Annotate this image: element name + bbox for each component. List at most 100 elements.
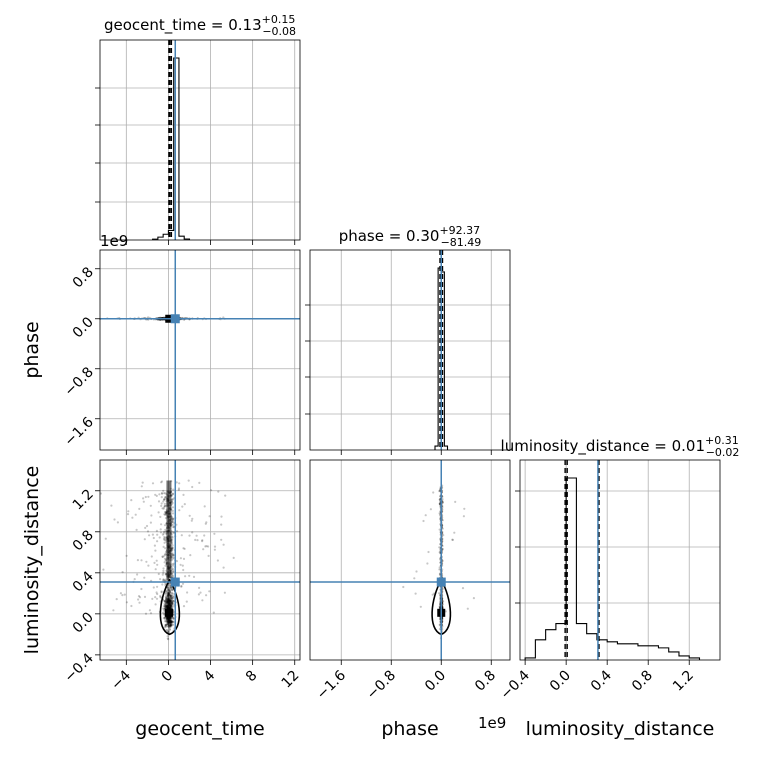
sample-point xyxy=(110,504,113,507)
sample-point xyxy=(168,605,172,608)
sample-point xyxy=(441,606,444,609)
sample-point xyxy=(162,611,165,614)
sample-point xyxy=(438,498,441,501)
sample-point xyxy=(167,604,170,607)
sample-point xyxy=(168,616,171,619)
sample-point xyxy=(171,574,174,577)
sample-point xyxy=(188,574,191,577)
sample-point xyxy=(451,538,454,541)
sample-point xyxy=(167,601,170,604)
sample-point xyxy=(429,508,432,511)
sample-point xyxy=(163,602,166,605)
sample-point xyxy=(171,597,174,600)
sample-point xyxy=(207,554,210,558)
gridlines xyxy=(520,460,720,660)
sample-point xyxy=(213,532,216,535)
sample-point xyxy=(194,538,197,542)
sample-point xyxy=(223,591,226,594)
y-tick-label: 0.0 xyxy=(70,609,97,636)
sample-point xyxy=(170,589,174,592)
sample-point xyxy=(169,616,173,620)
sample-point xyxy=(162,571,165,575)
sample-point xyxy=(171,616,174,619)
sample-point xyxy=(166,601,169,604)
sample-point xyxy=(154,568,157,571)
sample-point xyxy=(147,316,150,319)
sample-point xyxy=(216,559,219,562)
sample-point xyxy=(156,540,159,543)
sample-point xyxy=(414,592,417,595)
sample-point xyxy=(169,622,172,625)
sample-point xyxy=(167,620,170,624)
sample-point xyxy=(161,579,165,582)
sample-point xyxy=(170,601,173,604)
sample-point xyxy=(167,602,170,605)
sample-point xyxy=(131,516,134,519)
sample-point xyxy=(163,605,166,608)
sample-point xyxy=(163,498,166,501)
sample-point xyxy=(171,553,174,557)
sample-point xyxy=(156,533,159,536)
sample-point xyxy=(166,618,169,622)
sample-point xyxy=(164,599,167,603)
sample-point xyxy=(167,630,170,633)
sample-point xyxy=(438,546,441,549)
sample-point xyxy=(170,594,173,597)
sample-point xyxy=(164,601,168,604)
sample-point xyxy=(212,611,215,614)
sample-point xyxy=(168,624,171,627)
sample-point xyxy=(175,560,178,563)
sample-point xyxy=(166,590,169,594)
sample-point xyxy=(162,500,165,503)
sample-point xyxy=(201,540,204,543)
sample-point xyxy=(167,602,170,605)
sample-point xyxy=(169,596,173,599)
x-tick-label: 0.4 xyxy=(588,667,615,694)
sample-point xyxy=(167,638,170,641)
sample-point xyxy=(171,623,174,626)
sample-point xyxy=(164,600,167,603)
sample-point xyxy=(170,624,173,627)
sample-point xyxy=(166,601,169,604)
sample-point xyxy=(134,513,137,516)
sample-point xyxy=(169,618,173,621)
sample-point xyxy=(167,606,170,609)
sample-point xyxy=(136,573,139,576)
sample-point xyxy=(151,533,154,536)
sample-point xyxy=(140,559,143,562)
sample-point xyxy=(169,617,172,620)
sample-point xyxy=(169,619,172,622)
sample-point xyxy=(168,599,171,602)
sample-point xyxy=(203,505,206,508)
sample-point xyxy=(167,620,170,623)
sample-point xyxy=(167,625,170,628)
sample-point xyxy=(168,599,171,602)
sample-point xyxy=(166,586,169,589)
sample-point xyxy=(168,604,171,607)
sample-point xyxy=(172,603,175,606)
sample-point xyxy=(166,600,169,603)
sample-point xyxy=(168,619,172,622)
sample-point xyxy=(168,593,171,596)
sample-point xyxy=(126,513,130,516)
sample-point xyxy=(168,606,171,610)
sample-point xyxy=(168,607,171,610)
sample-point xyxy=(462,515,465,518)
sample-point xyxy=(164,624,167,627)
sample-point xyxy=(168,604,171,607)
title-sub: −0.02 xyxy=(706,446,740,459)
sample-point xyxy=(166,620,170,623)
sample-point xyxy=(169,600,172,603)
sample-point xyxy=(166,586,169,589)
sample-point xyxy=(147,495,150,498)
sample-point xyxy=(163,612,166,616)
sample-point xyxy=(166,603,170,606)
sample-point xyxy=(166,593,169,596)
sample-point xyxy=(163,605,166,608)
sample-point xyxy=(160,591,163,594)
sample-point xyxy=(170,586,173,590)
sample-point xyxy=(169,602,172,605)
sample-point xyxy=(113,518,116,521)
sample-point xyxy=(166,597,169,600)
sample-point xyxy=(169,600,172,603)
